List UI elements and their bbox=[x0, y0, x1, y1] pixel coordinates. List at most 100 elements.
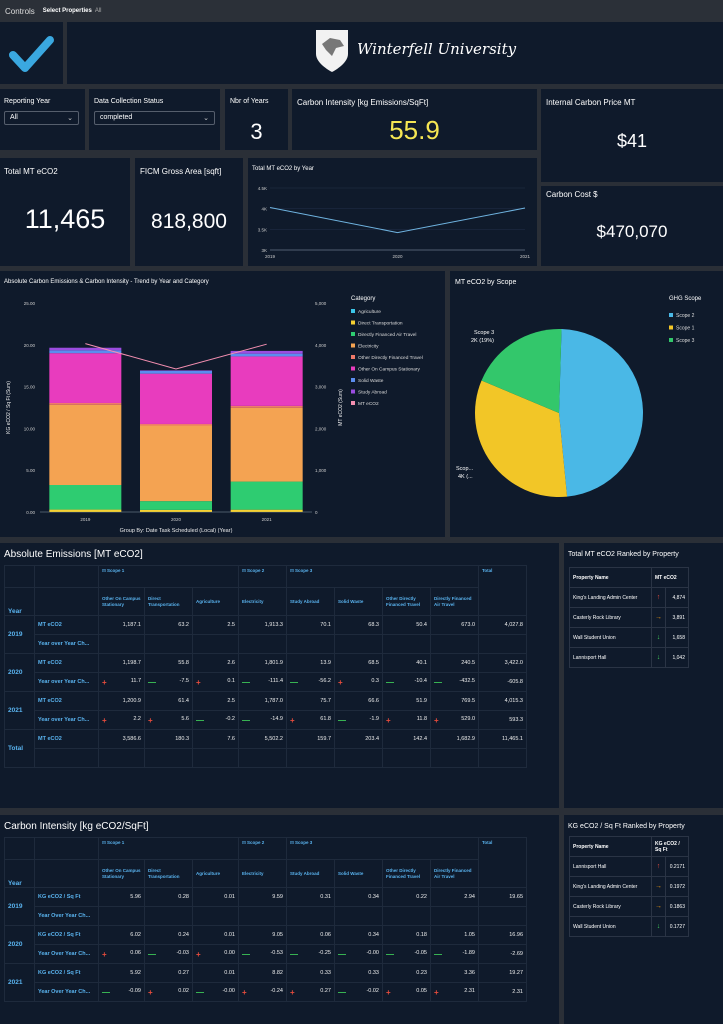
stack-bar-segment bbox=[230, 407, 303, 482]
increase-icon: + bbox=[290, 715, 295, 725]
scope1-header[interactable]: ⊟ Scope 1 bbox=[98, 565, 239, 588]
rank-header-value[interactable]: MT eCO2 bbox=[651, 567, 689, 588]
value-cell: 63.2 bbox=[144, 615, 193, 635]
column-header[interactable]: Directly Financed Air Travel bbox=[430, 587, 479, 616]
value-cell: 9.05 bbox=[238, 925, 287, 945]
pie-label-scope3-value: 2K (19%) bbox=[471, 338, 494, 344]
table-row: 2021 MT eCO2 1,200.9 61.4 2.5 1,787.0 75.7 66.6… bbox=[4, 691, 527, 730]
column-header[interactable]: Study Abroad bbox=[286, 859, 335, 888]
value-cell bbox=[334, 634, 383, 654]
abs-table-panel: Absolute Emissions [MT eCO2] ⊟ Scope 1 ⊟… bbox=[0, 543, 559, 808]
stack-bar-segment bbox=[230, 350, 303, 354]
stack-bar-segment bbox=[49, 404, 122, 485]
value-cell: 8.82 bbox=[238, 963, 287, 983]
line-xtick-label: 2019 bbox=[265, 254, 276, 259]
value-cell: 51.9 bbox=[382, 691, 431, 711]
column-header[interactable]: Electricity bbox=[238, 587, 287, 616]
column-header[interactable]: Directly Financed Air Travel bbox=[430, 859, 479, 888]
scope3-header[interactable]: ⊟ Scope 3 bbox=[286, 565, 479, 588]
stack-line-series bbox=[85, 343, 267, 370]
value-cell: — -0.53 bbox=[238, 944, 287, 964]
value-cell bbox=[144, 634, 193, 654]
column-header[interactable]: Study Abroad bbox=[286, 587, 335, 616]
ci-table: ⊟ Scope 1 ⊟ Scope 2 ⊟ Scope 3 Total Year O… bbox=[4, 837, 527, 1002]
decrease-icon: — bbox=[338, 949, 346, 959]
blank-header bbox=[34, 587, 99, 616]
blank-header bbox=[34, 859, 99, 888]
rank-header-value[interactable]: KG eCO2 / Sq Ft bbox=[651, 836, 689, 857]
rank-property-name: Lannisport Hall bbox=[569, 856, 652, 877]
column-header[interactable]: Agriculture bbox=[192, 587, 239, 616]
nbr-years-value: 3 bbox=[250, 119, 263, 144]
column-header[interactable]: Solid Waste bbox=[334, 859, 383, 888]
year-cell: 2020 bbox=[4, 925, 35, 964]
scope2-header[interactable]: ⊟ Scope 2 bbox=[238, 837, 287, 860]
stack-y2tick-label: 3,000 bbox=[315, 385, 327, 390]
value-cell bbox=[238, 634, 287, 654]
value-cell: +0.05 bbox=[382, 982, 431, 1002]
select-properties-label[interactable]: Select Properties bbox=[42, 8, 92, 14]
metric-cell: KG eCO2 / Sq Ft bbox=[34, 963, 99, 983]
chevron-down-icon: ⌄ bbox=[67, 115, 73, 122]
icp-card: Internal Carbon Price MT $41 bbox=[541, 89, 723, 182]
increase-icon: + bbox=[102, 715, 107, 725]
value-cell bbox=[430, 634, 479, 654]
line-xtick-label: 2020 bbox=[392, 254, 403, 259]
metric-cell: MT eCO2 bbox=[34, 729, 99, 749]
controls-tab[interactable]: Controls bbox=[5, 6, 35, 16]
rank-header-property[interactable]: Property Name bbox=[569, 836, 652, 857]
arrow-up-icon: ↑ bbox=[656, 863, 661, 870]
decrease-icon: — bbox=[290, 677, 298, 687]
value-cell bbox=[382, 748, 431, 768]
column-header[interactable]: Other Directly Financed Travel bbox=[382, 859, 431, 888]
column-header[interactable]: Other On Campus Stationary bbox=[98, 859, 145, 888]
scope1-header[interactable]: ⊟ Scope 1 bbox=[98, 837, 239, 860]
column-header[interactable]: Other Directly Financed Travel bbox=[382, 587, 431, 616]
scope2-header[interactable]: ⊟ Scope 2 bbox=[238, 565, 287, 588]
value-cell: +61.8 bbox=[286, 710, 335, 730]
value-cell: — -432.5 bbox=[430, 672, 479, 692]
value-cell: 3.36 bbox=[430, 963, 479, 983]
stack-bar-segment bbox=[140, 423, 212, 426]
column-header[interactable]: Direct Transportation bbox=[144, 587, 193, 616]
stack-bar-segment bbox=[140, 370, 212, 371]
value-cell: 0.18 bbox=[382, 925, 431, 945]
column-header[interactable]: Solid Waste bbox=[334, 587, 383, 616]
rank-trend: ↑ bbox=[651, 856, 666, 877]
column-header[interactable]: Electricity bbox=[238, 859, 287, 888]
stack-xtick-label: 2019 bbox=[80, 517, 91, 522]
reporting-year-panel: Reporting Year All ⌄ bbox=[0, 89, 85, 150]
select-properties-value[interactable]: All bbox=[94, 8, 102, 14]
total-header: Total bbox=[478, 565, 527, 616]
value-cell: 0.33 bbox=[286, 963, 335, 983]
column-header[interactable]: Agriculture bbox=[192, 859, 239, 888]
value-cell: 0.06 bbox=[286, 925, 335, 945]
increase-icon: + bbox=[386, 715, 391, 725]
ci-table-title: Carbon Intensity [kg eCO2/SqFt] bbox=[4, 821, 149, 832]
increase-icon: + bbox=[102, 677, 107, 687]
scope3-header[interactable]: ⊟ Scope 3 bbox=[286, 837, 479, 860]
decrease-icon: — bbox=[102, 987, 110, 997]
decrease-icon: — bbox=[290, 949, 298, 959]
reporting-year-select[interactable]: All ⌄ bbox=[4, 111, 79, 125]
table-row: Year over Year Ch... bbox=[5, 634, 527, 654]
column-header[interactable]: Direct Transportation bbox=[144, 859, 193, 888]
value-cell: 2.5 bbox=[192, 615, 239, 635]
university-shield-icon bbox=[316, 30, 348, 72]
decrease-icon: — bbox=[434, 949, 442, 959]
value-cell bbox=[192, 748, 239, 768]
decrease-icon: — bbox=[196, 715, 204, 725]
pie-label-scope3: Scope 3 bbox=[474, 330, 494, 336]
rank-header-property[interactable]: Property Name bbox=[569, 567, 652, 588]
dcs-select[interactable]: completed ⌄ bbox=[94, 111, 215, 125]
rank-row: Casterly Rock Library → 0.1863 bbox=[569, 896, 689, 917]
ficm-value: 818,800 bbox=[151, 210, 227, 233]
column-header[interactable]: Other On Campus Stationary bbox=[98, 587, 145, 616]
value-cell: — -0.2 bbox=[192, 710, 239, 730]
icp-label: Internal Carbon Price MT bbox=[546, 98, 636, 107]
stack-legend-swatch bbox=[351, 401, 355, 405]
total-cell: 593.3 bbox=[478, 710, 527, 730]
stack-legend-swatch bbox=[351, 366, 355, 371]
value-cell bbox=[334, 906, 383, 926]
